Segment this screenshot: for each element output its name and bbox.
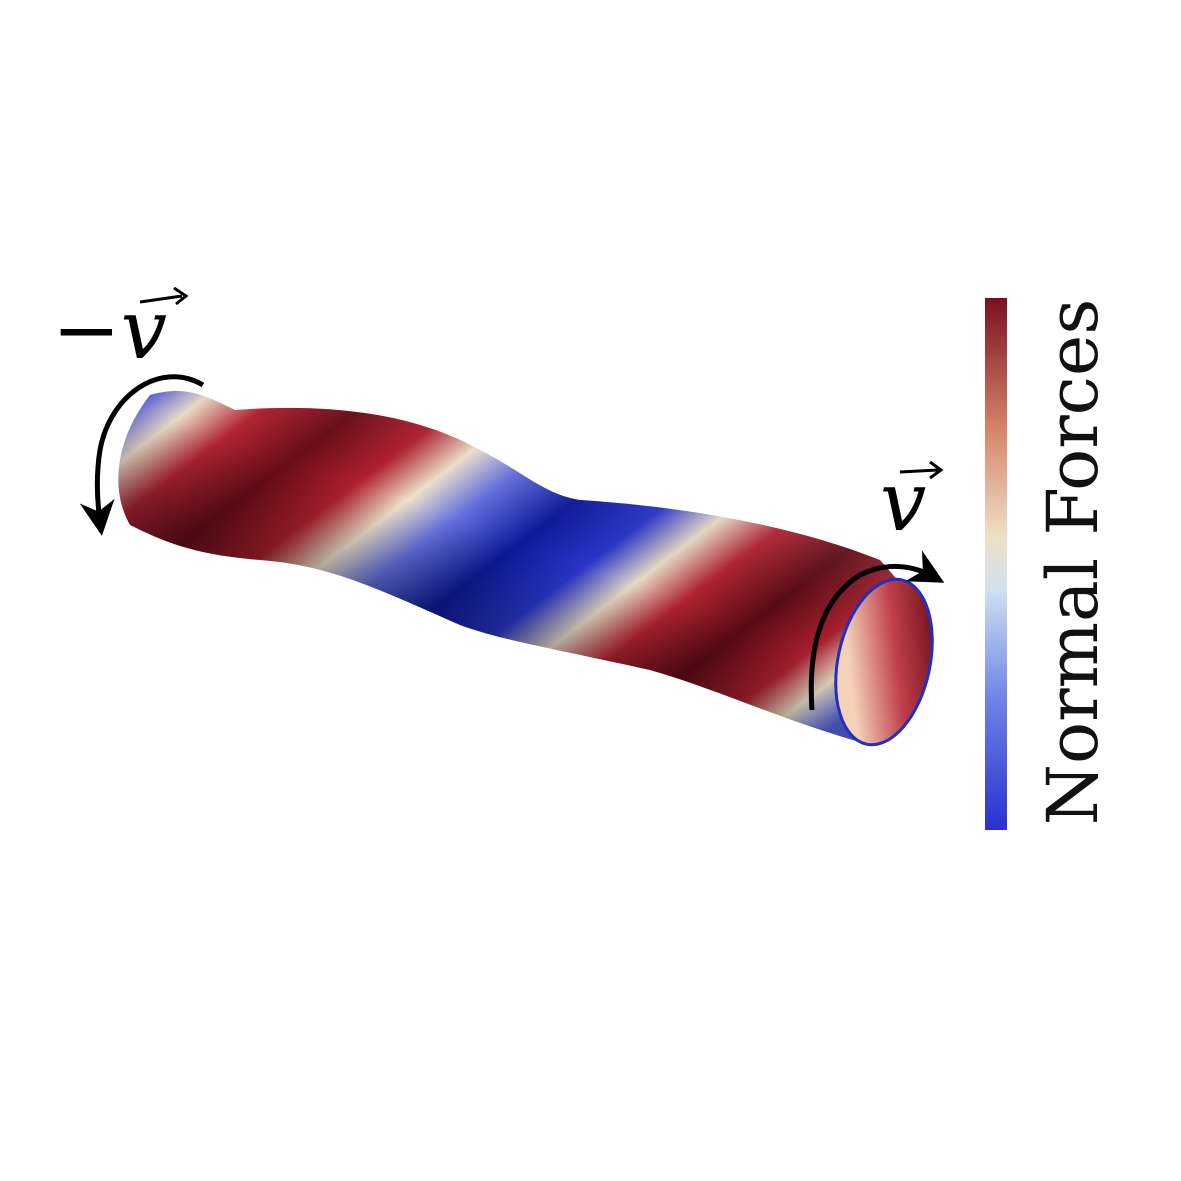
svg-text:−v: −v [52, 283, 167, 378]
vector-arrow-icon [899, 460, 944, 480]
tube-end-cap [834, 577, 934, 747]
colorbar-label: Normal Forces [1032, 298, 1114, 826]
right-velocity-label: v [880, 455, 944, 550]
colorbar [985, 298, 1007, 830]
left-rotation-arrow [79, 374, 205, 536]
left-velocity-label: −v [52, 283, 189, 378]
tube-body [118, 390, 916, 745]
svg-text:v: v [880, 455, 926, 550]
vector-arrow-icon [139, 286, 189, 306]
right-rotation-arrow [808, 550, 945, 711]
